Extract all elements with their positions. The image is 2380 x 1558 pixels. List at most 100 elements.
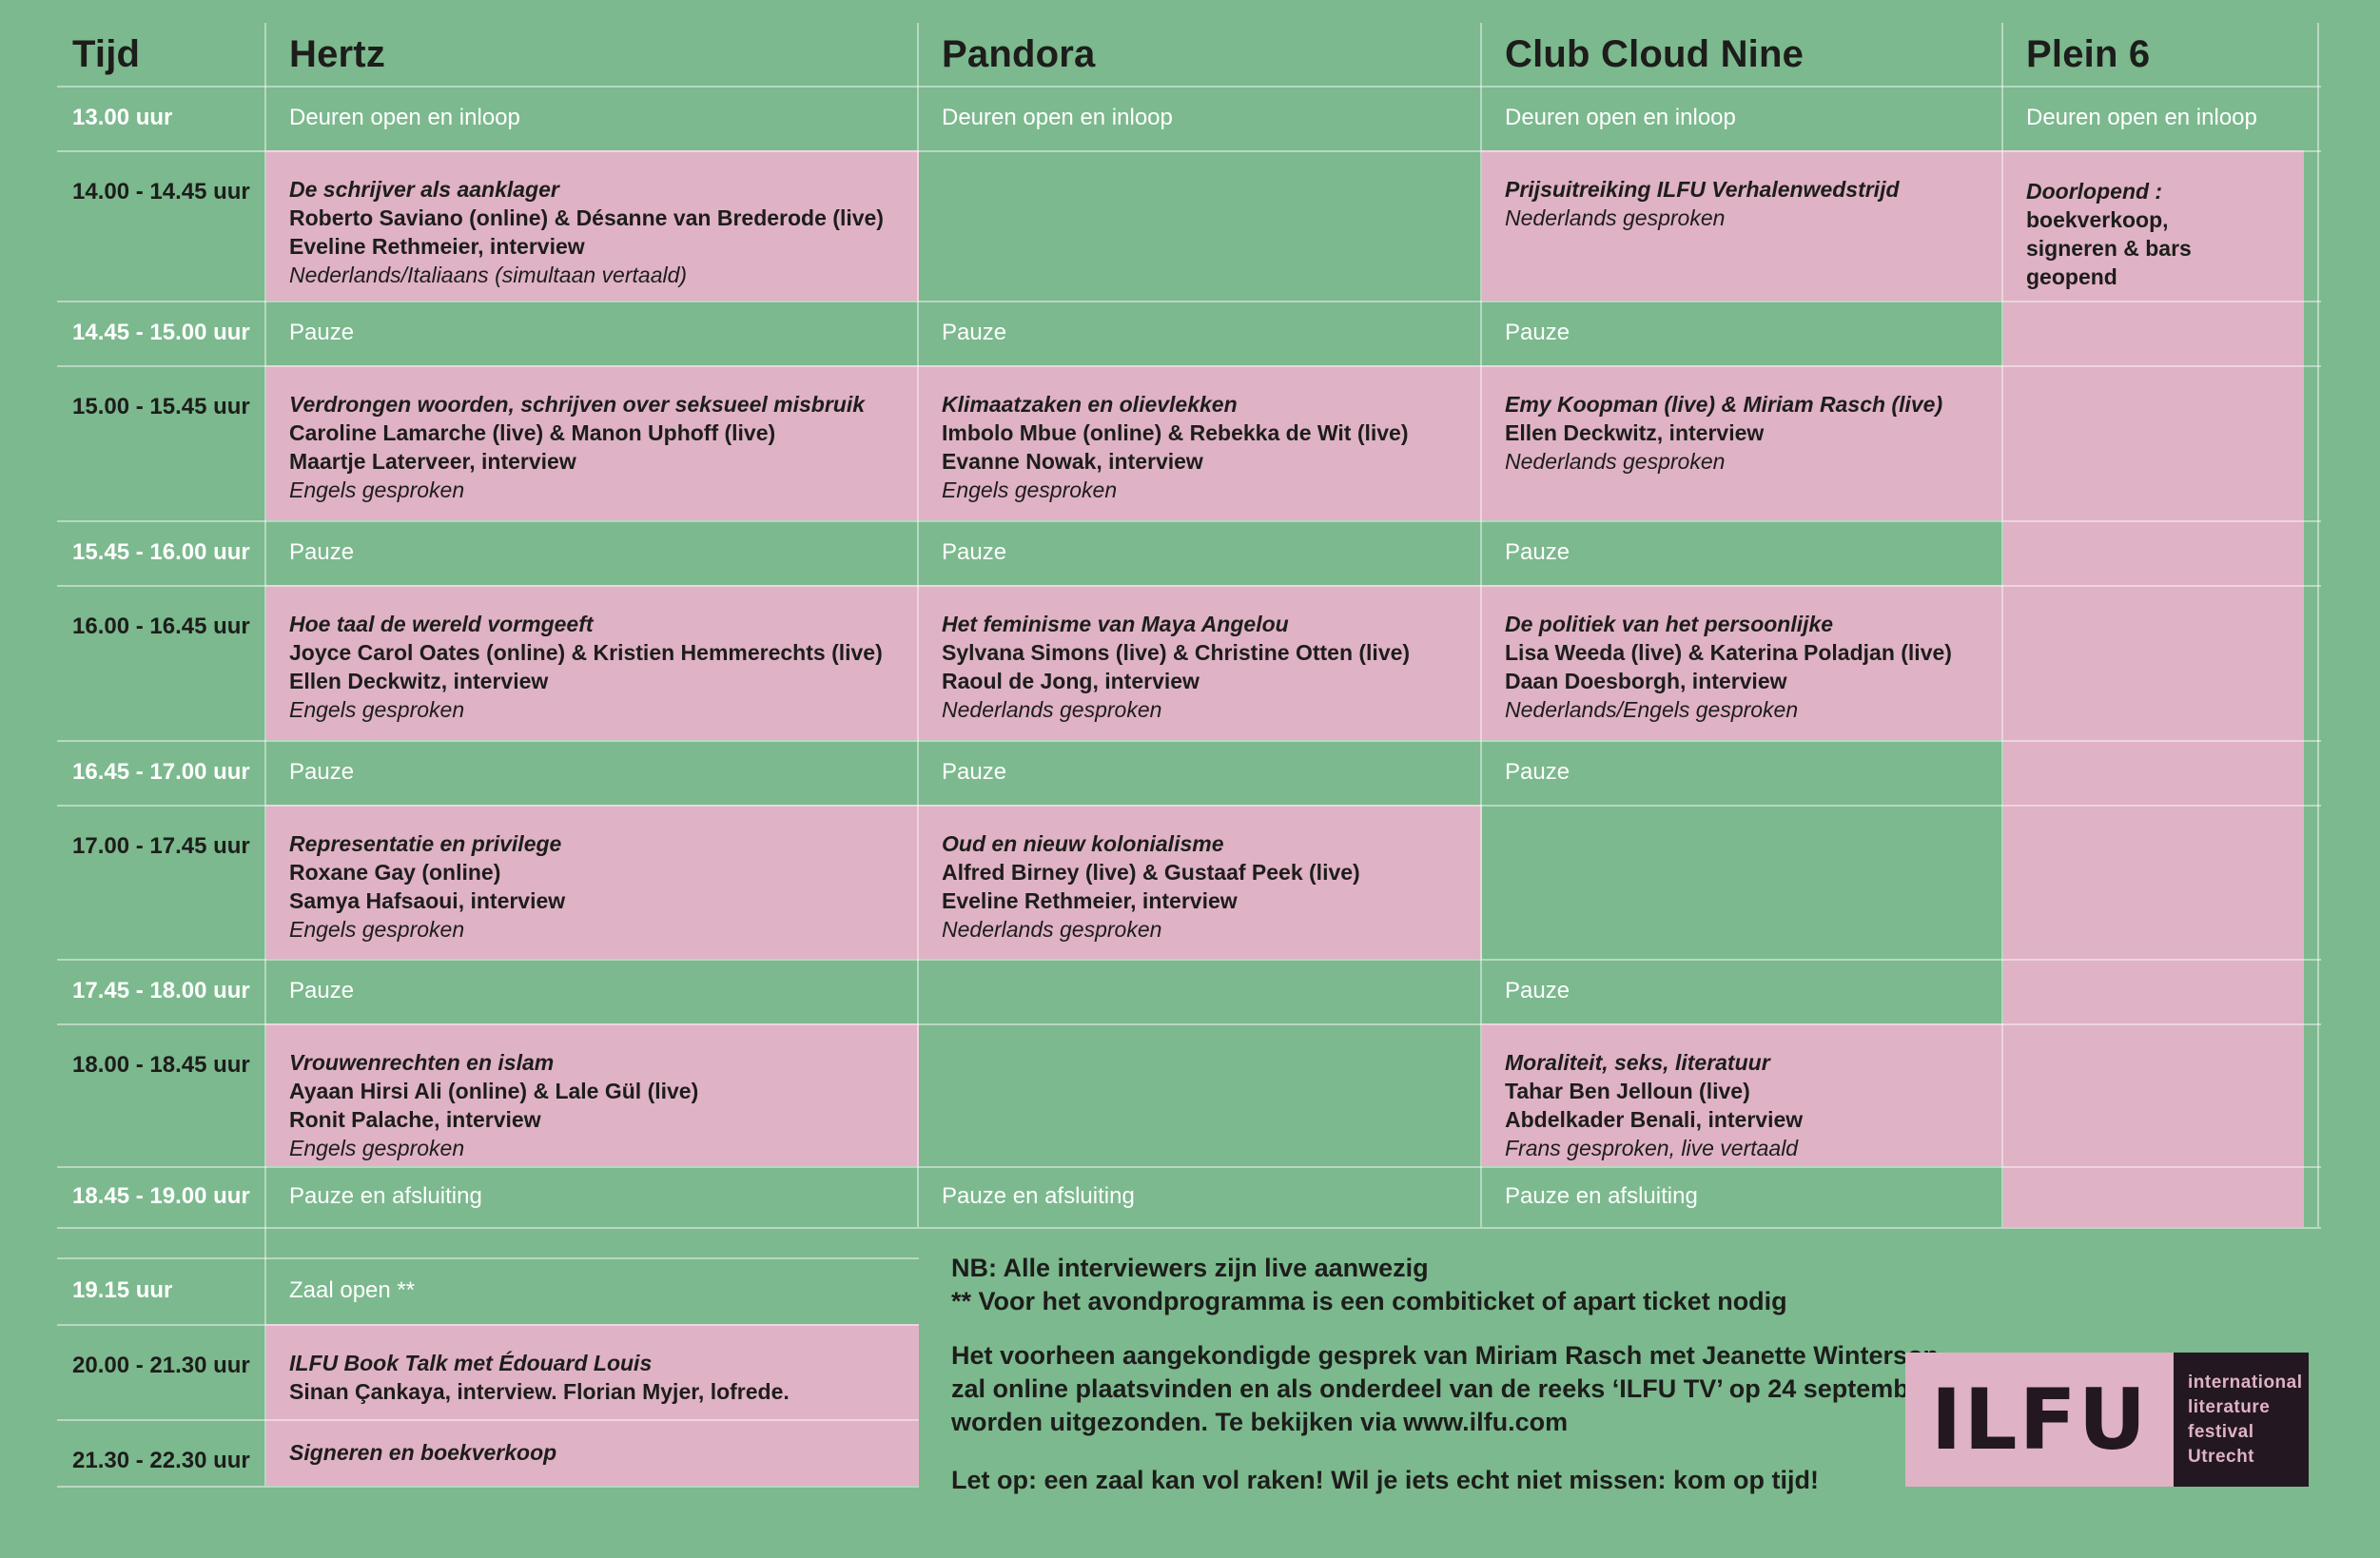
event-hertz-1400: De schrijver als aanklager Roberto Savia… <box>266 150 919 301</box>
time-2130: 21.30 - 22.30 uur <box>57 1419 264 1486</box>
event-speakers: Roberto Saviano (online) & Désanne van B… <box>289 205 884 230</box>
event-speakers: Sylvana Simons (live) & Christine Otten … <box>942 640 1411 665</box>
event-hertz-1500: Verdrongen woorden, schrijven over seksu… <box>266 365 919 520</box>
time-label: 20.00 - 21.30 uur <box>72 1353 250 1378</box>
open-plein: Deuren open en inloop <box>2003 86 2304 150</box>
header-label: Plein 6 <box>2026 32 2151 75</box>
event-title: Emy Koopman (live) & Miriam Rasch (live) <box>1505 392 1943 417</box>
time-1400: 14.00 - 14.45 uur <box>57 150 264 301</box>
event-language: Nederlands/Italiaans (simultaan vertaald… <box>289 263 688 287</box>
row-divider <box>57 86 2321 88</box>
time-1545: 15.45 - 16.00 uur <box>57 520 264 585</box>
event-interviewer: Ellen Deckwitz, interview <box>1505 420 1765 445</box>
row-divider <box>57 959 2321 961</box>
event-title: Het feminisme van Maya Angelou <box>942 612 1289 636</box>
ilfu-logo: ILFU <box>1905 1353 2174 1487</box>
pauze-label: Pauze <box>1505 759 1570 785</box>
closing-pandora: Pauze en afsluiting <box>919 1166 1482 1227</box>
event-title: Moraliteit, seks, literatuur <box>1505 1050 1770 1075</box>
event-language: Nederlands gesproken <box>942 917 1162 942</box>
open-label: Deuren open en inloop <box>1505 105 1736 130</box>
pauze-label: Pauze <box>289 759 355 785</box>
column-header-plein-6: Plein 6 <box>2003 23 2304 86</box>
time-1700: 17.00 - 17.45 uur <box>57 805 264 959</box>
note-rasch-winterson: worden uitgezonden. Te bekijken via www.… <box>951 1408 1569 1436</box>
event-speakers: Caroline Lamarche (live) & Manon Uphoff … <box>289 420 776 445</box>
event-title: Oud en nieuw kolonialisme <box>942 831 1224 856</box>
closing-label: Pauze en afsluiting <box>1505 1183 1698 1209</box>
event-interviewer: Ronit Palache, interview <box>289 1107 541 1132</box>
logo-text-line: literature <box>2188 1396 2271 1417</box>
event-title: Klimaatzaken en olievlekken <box>942 392 1238 417</box>
note-let-op: Let op: een zaal kan vol raken! Wil je i… <box>951 1466 1819 1494</box>
column-divider <box>1480 23 1482 1227</box>
time-label: 14.45 - 15.00 uur <box>72 320 250 345</box>
event-language: Engels gesproken <box>942 477 1118 502</box>
row-divider <box>57 805 2321 807</box>
time-1845: 18.45 - 19.00 uur <box>57 1166 264 1227</box>
event-speakers: Lisa Weeda (live) & Katerina Poladjan (l… <box>1505 640 1952 665</box>
time-label: 13.00 uur <box>72 105 173 130</box>
zaal-open-hertz: Zaal open ** <box>266 1257 919 1324</box>
event-title: Verdrongen woorden, schrijven over seksu… <box>289 392 866 417</box>
pauze-label: Pauze <box>1505 320 1570 345</box>
event-interviewer: Evanne Nowak, interview <box>942 449 1203 474</box>
column-header-time: Tijd <box>57 23 264 86</box>
column-divider <box>264 23 266 1486</box>
closing-label: Pauze en afsluiting <box>289 1183 482 1209</box>
event-interviewer: Eveline Rethmeier, interview <box>942 888 1238 913</box>
event-language: Nederlands gesproken <box>1505 205 1726 230</box>
column-header-hertz: Hertz <box>266 23 919 86</box>
time-label: 14.00 - 14.45 uur <box>72 179 250 204</box>
logo-text-line: festival <box>2188 1421 2254 1442</box>
event-speakers: Ayaan Hirsi Ali (online) & Lale Gül (liv… <box>289 1079 699 1103</box>
pauze-label: Pauze <box>942 320 1007 345</box>
event-title: ILFU Book Talk met Édouard Louis <box>289 1351 653 1375</box>
time-label: 19.15 uur <box>72 1277 173 1303</box>
row-divider <box>57 1257 919 1259</box>
event-speakers: Alfred Birney (live) & Gustaaf Peek (liv… <box>942 860 1360 885</box>
event-club-1600: De politiek van het persoonlijke Lisa We… <box>1482 585 2003 740</box>
time-1645: 16.45 - 17.00 uur <box>57 740 264 805</box>
row-divider <box>57 1324 919 1326</box>
pauze-label: Pauze <box>1505 539 1570 565</box>
open-label: Deuren open en inloop <box>2026 105 2257 130</box>
event-language: Nederlands/Engels gesproken <box>1505 697 1799 722</box>
ilfu-wordmark: ILFU <box>1930 1371 2149 1469</box>
logo-text-line: Utrecht <box>2188 1446 2255 1467</box>
open-pandora: Deuren open en inloop <box>919 86 1482 150</box>
time-label: 17.00 - 17.45 uur <box>72 833 250 859</box>
row-divider <box>57 1227 2321 1229</box>
time-1745: 17.45 - 18.00 uur <box>57 959 264 1023</box>
pauze-hertz: Pauze <box>266 959 919 1023</box>
time-label: 18.00 - 18.45 uur <box>72 1052 250 1078</box>
pauze-hertz: Pauze <box>266 301 919 365</box>
footnotes: NB: Alle interviewers zijn live aanwezig… <box>951 1252 1939 1497</box>
event-speakers: Roxane Gay (online) <box>289 860 501 885</box>
row-divider <box>57 585 2321 587</box>
event-club-1500: Emy Koopman (live) & Miriam Rasch (live)… <box>1482 365 2003 520</box>
pauze-hertz: Pauze <box>266 740 919 805</box>
pauze-pandora: Pauze <box>919 301 1482 365</box>
row-divider <box>57 365 2321 367</box>
logo-text-line: international <box>2188 1372 2303 1392</box>
column-divider <box>2317 23 2319 1227</box>
time-label: 18.45 - 19.00 uur <box>72 1183 250 1209</box>
row-divider <box>57 1419 919 1421</box>
event-interviewer: Maartje Laterveer, interview <box>289 449 576 474</box>
open-club: Deuren open en inloop <box>1482 86 2003 150</box>
event-hertz-1700: Representatie en privilege Roxane Gay (o… <box>266 805 919 959</box>
event-hertz-1600: Hoe taal de wereld vormgeeft Joyce Carol… <box>266 585 919 740</box>
event-interviewer: Raoul de Jong, interview <box>942 669 1200 693</box>
time-1500: 15.00 - 15.45 uur <box>57 365 264 520</box>
event-interviewer: Daan Doesborgh, interview <box>1505 669 1787 693</box>
column-header-club-cloud-nine: Club Cloud Nine <box>1482 23 2003 86</box>
zaal-open-label: Zaal open ** <box>289 1277 416 1303</box>
event-language: Frans gesproken, live vertaald <box>1505 1136 1799 1160</box>
open-label: Deuren open en inloop <box>289 105 520 130</box>
open-label: Deuren open en inloop <box>942 105 1173 130</box>
event-speakers: Joyce Carol Oates (online) & Kristien He… <box>289 640 883 665</box>
pauze-club: Pauze <box>1482 959 2003 1023</box>
row-divider <box>57 301 2321 302</box>
